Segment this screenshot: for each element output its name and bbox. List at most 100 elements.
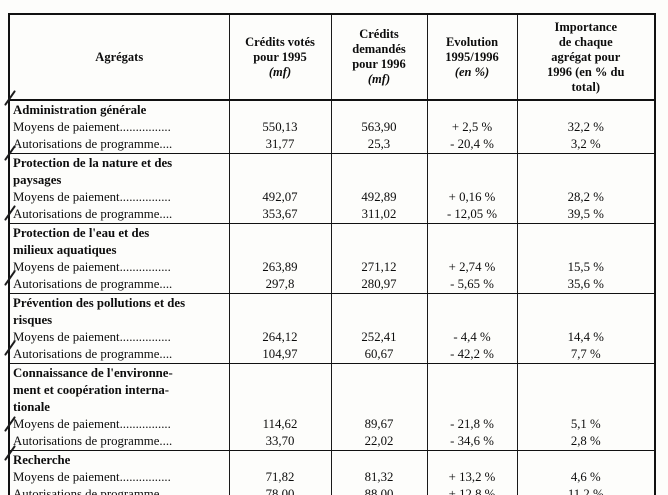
header-agregats: Agrégats bbox=[8, 14, 230, 101]
evolution-value: - 4,4 % bbox=[426, 329, 518, 346]
empty-cell bbox=[516, 153, 656, 189]
group-title-row: Protection de la nature et des paysages bbox=[8, 153, 656, 189]
share-value: 3,2 % bbox=[516, 136, 656, 154]
credits-1996-value: 271,12 bbox=[330, 259, 428, 276]
credits-1996-value: 60,67 bbox=[330, 346, 428, 364]
share-value: 35,6 % bbox=[516, 276, 656, 294]
group-title: Prévention des pollutions et des risques bbox=[8, 293, 230, 329]
empty-cell bbox=[426, 450, 518, 469]
empty-cell bbox=[426, 223, 518, 259]
row-label: Moyens de paiement................ bbox=[8, 416, 230, 433]
data-row: Moyens de paiement................ 71,82… bbox=[8, 469, 656, 486]
row-label: Autorisations de programme.... bbox=[8, 206, 230, 224]
evolution-value: - 12,05 % bbox=[426, 206, 518, 224]
share-value: 28,2 % bbox=[516, 189, 656, 206]
credits-1995-value: 297,8 bbox=[228, 276, 332, 294]
row-label: Autorisations de programme.... bbox=[8, 346, 230, 364]
credits-1996-value: 88,00 bbox=[330, 486, 428, 495]
credits-1995-value: 263,89 bbox=[228, 259, 332, 276]
empty-cell bbox=[516, 450, 656, 469]
empty-cell bbox=[228, 450, 332, 469]
credits-1995-value: 104,97 bbox=[228, 346, 332, 364]
share-value: 7,7 % bbox=[516, 346, 656, 364]
evolution-value: + 2,5 % bbox=[426, 119, 518, 136]
evolution-value: + 12,8 % bbox=[426, 486, 518, 495]
evolution-value: + 13,2 % bbox=[426, 469, 518, 486]
credits-1996-value: 252,41 bbox=[330, 329, 428, 346]
credits-1995-value: 114,62 bbox=[228, 416, 332, 433]
group-title-row: Administration générale bbox=[8, 100, 656, 119]
credits-1996-value: 280,97 bbox=[330, 276, 428, 294]
row-label: Autorisations de programme.... bbox=[8, 276, 230, 294]
credits-1996-value: 25,3 bbox=[330, 136, 428, 154]
header-unit: (mf) bbox=[268, 64, 292, 79]
share-value: 15,5 % bbox=[516, 259, 656, 276]
header-credits-demandes-1996: Crédits demandés pour 1996 (mf) bbox=[330, 14, 428, 101]
credits-1995-value: 33,70 bbox=[228, 433, 332, 451]
group-title-row: Prévention des pollutions et des risques bbox=[8, 293, 656, 329]
group-title: Protection de la nature et des paysages bbox=[8, 153, 230, 189]
row-label: Autorisations de programme.... bbox=[8, 433, 230, 451]
evolution-value: - 34,6 % bbox=[426, 433, 518, 451]
group-title-row: Protection de l'eau et des milieux aquat… bbox=[8, 223, 656, 259]
empty-cell bbox=[330, 100, 428, 119]
share-value: 14,4 % bbox=[516, 329, 656, 346]
header-title: Crédits votés pour 1995 bbox=[245, 34, 315, 64]
header-title: Agrégats bbox=[95, 49, 144, 64]
data-row: Moyens de paiement................ 550,1… bbox=[8, 119, 656, 136]
credits-1996-value: 81,32 bbox=[330, 469, 428, 486]
empty-cell bbox=[228, 100, 332, 119]
empty-cell bbox=[330, 223, 428, 259]
empty-cell bbox=[426, 363, 518, 416]
header-importance: Importance de chaque agrégat pour 1996 (… bbox=[516, 14, 656, 101]
evolution-value: - 20,4 % bbox=[426, 136, 518, 154]
header-evolution: Evolution 1995/1996 (en %) bbox=[426, 14, 518, 101]
credits-1995-value: 550,13 bbox=[228, 119, 332, 136]
share-value: 4,6 % bbox=[516, 469, 656, 486]
evolution-value: - 42,2 % bbox=[426, 346, 518, 364]
empty-cell bbox=[516, 363, 656, 416]
row-label: Moyens de paiement................ bbox=[8, 119, 230, 136]
evolution-value: + 0,16 % bbox=[426, 189, 518, 206]
row-label: Moyens de paiement................ bbox=[8, 469, 230, 486]
empty-cell bbox=[228, 153, 332, 189]
group-title-row: Recherche bbox=[8, 450, 656, 469]
data-row: Moyens de paiement................ 263,8… bbox=[8, 259, 656, 276]
data-row: Autorisations de programme.... 353,67 31… bbox=[8, 206, 656, 224]
data-row: Autorisations de programme.... 33,70 22,… bbox=[8, 433, 656, 451]
header-title: Crédits demandés pour 1996 bbox=[352, 27, 406, 71]
empty-cell bbox=[330, 293, 428, 329]
empty-cell bbox=[516, 223, 656, 259]
empty-cell bbox=[516, 100, 656, 119]
credits-1996-value: 89,67 bbox=[330, 416, 428, 433]
share-value: 32,2 % bbox=[516, 119, 656, 136]
share-value: 11,2 % bbox=[516, 486, 656, 495]
evolution-value: - 21,8 % bbox=[426, 416, 518, 433]
credits-1995-value: 492,07 bbox=[228, 189, 332, 206]
empty-cell bbox=[426, 153, 518, 189]
header-unit: (en %) bbox=[454, 64, 490, 79]
data-row: Autorisations de programme.... 297,8 280… bbox=[8, 276, 656, 294]
share-value: 5,1 % bbox=[516, 416, 656, 433]
header-title: Importance de chaque agrégat pour 1996 (… bbox=[547, 19, 625, 94]
credits-1995-value: 78,00 bbox=[228, 486, 332, 495]
data-row: Autorisations de programme.... 104,97 60… bbox=[8, 346, 656, 364]
share-value: 39,5 % bbox=[516, 206, 656, 224]
credits-1996-value: 563,90 bbox=[330, 119, 428, 136]
empty-cell bbox=[228, 223, 332, 259]
header-credits-votes-1995: Crédits votés pour 1995 (mf) bbox=[228, 14, 332, 101]
evolution-value: + 2,74 % bbox=[426, 259, 518, 276]
data-row: Moyens de paiement................ 264,1… bbox=[8, 329, 656, 346]
empty-cell bbox=[426, 100, 518, 119]
row-label: Moyens de paiement................ bbox=[8, 189, 230, 206]
group-title: Recherche bbox=[8, 450, 230, 469]
credits-1995-value: 71,82 bbox=[228, 469, 332, 486]
data-row: Autorisations de programme.... 31,77 25,… bbox=[8, 136, 656, 154]
share-value: 2,8 % bbox=[516, 433, 656, 451]
credits-1996-value: 492,89 bbox=[330, 189, 428, 206]
header-unit: (mf) bbox=[367, 72, 391, 86]
empty-cell bbox=[330, 450, 428, 469]
empty-cell bbox=[330, 363, 428, 416]
group-title: Administration générale bbox=[8, 100, 230, 119]
